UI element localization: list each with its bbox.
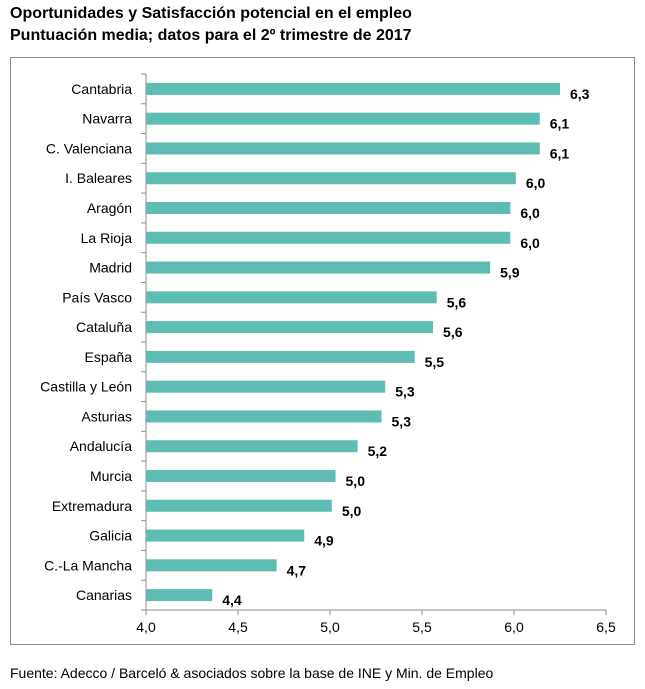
category-label: Aragón (87, 200, 132, 216)
x-tick-label: 4,0 (136, 619, 156, 635)
x-tick-label: 5,5 (412, 619, 432, 635)
bar (146, 82, 560, 95)
bar (146, 112, 540, 125)
category-label: Cantabria (71, 81, 132, 97)
bar (146, 321, 434, 334)
x-tick-label: 4,5 (228, 619, 248, 635)
data-label: 5,0 (342, 503, 362, 519)
category-label: Cataluña (76, 319, 132, 335)
bar (146, 202, 511, 214)
bar (146, 499, 332, 512)
data-label: 4,7 (287, 562, 307, 578)
data-label: 6,3 (570, 86, 590, 102)
bar (146, 529, 305, 542)
data-label: 5,9 (500, 265, 520, 281)
chart-subtitle: Puntuación media; datos para el 2º trime… (10, 27, 412, 44)
bar (146, 142, 540, 155)
bar-chart: 4,0 4,5 5,0 5,5 6,0 6,5 Cantabria 6,3 Navarra 6,1… (40, 73, 616, 635)
source-note: Fuente: Adecco / Barceló & asociados sob… (10, 665, 494, 681)
bar (146, 559, 277, 572)
category-label: Galicia (89, 528, 132, 544)
data-label: 5,2 (368, 443, 388, 459)
data-label: 5,3 (392, 413, 412, 429)
category-label: La Rioja (81, 230, 133, 246)
category-label: País Vasco (62, 289, 132, 305)
data-label: 6,0 (520, 235, 540, 251)
category-label: Madrid (89, 260, 132, 276)
bar (146, 350, 415, 363)
data-label: 6,0 (526, 175, 546, 191)
category-label: I. Baleares (65, 170, 132, 186)
data-label: 6,0 (520, 205, 540, 221)
category-label: Navarra (82, 111, 132, 127)
bar (146, 291, 437, 304)
chart-frame: 4,0 4,5 5,0 5,5 6,0 6,5 Cantabria 6,3 Navarra 6,1… (10, 57, 635, 645)
bar (146, 470, 336, 482)
data-label: 4,4 (222, 592, 242, 608)
x-tick-label: 5,0 (320, 619, 340, 635)
bar (146, 380, 386, 393)
category-label: C. Valenciana (46, 140, 132, 156)
data-label: 5,0 (346, 473, 366, 489)
chart-title: Oportunidades y Satisfacción potencial e… (10, 5, 412, 22)
category-label: Murcia (90, 468, 132, 484)
bar (146, 231, 511, 244)
bar (146, 172, 516, 185)
category-label: Andalucía (70, 438, 132, 454)
x-tick-label: 6,5 (596, 619, 616, 635)
data-label: 4,9 (314, 533, 334, 549)
bar (146, 440, 358, 453)
category-label: Castilla y León (40, 379, 132, 395)
data-label: 5,6 (447, 294, 467, 310)
bar (146, 261, 491, 274)
data-label: 6,1 (550, 145, 570, 161)
category-label: Extremadura (52, 498, 132, 514)
data-label: 5,5 (425, 354, 445, 370)
bar (146, 410, 382, 423)
data-label: 5,3 (395, 384, 415, 400)
x-tick-label: 6,0 (504, 619, 524, 635)
category-label: C.-La Mancha (44, 557, 132, 573)
category-label: España (85, 349, 133, 365)
category-label: Asturias (81, 408, 132, 424)
data-label: 5,6 (443, 324, 463, 340)
bar (146, 589, 213, 602)
category-label: Canarias (76, 587, 132, 603)
data-label: 6,1 (550, 116, 570, 132)
